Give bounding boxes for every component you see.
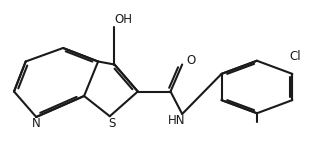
Text: S: S xyxy=(109,117,116,130)
Text: O: O xyxy=(187,54,196,66)
Text: HN: HN xyxy=(168,114,185,126)
Text: OH: OH xyxy=(115,13,133,26)
Text: N: N xyxy=(32,117,41,130)
Text: Cl: Cl xyxy=(290,51,301,63)
